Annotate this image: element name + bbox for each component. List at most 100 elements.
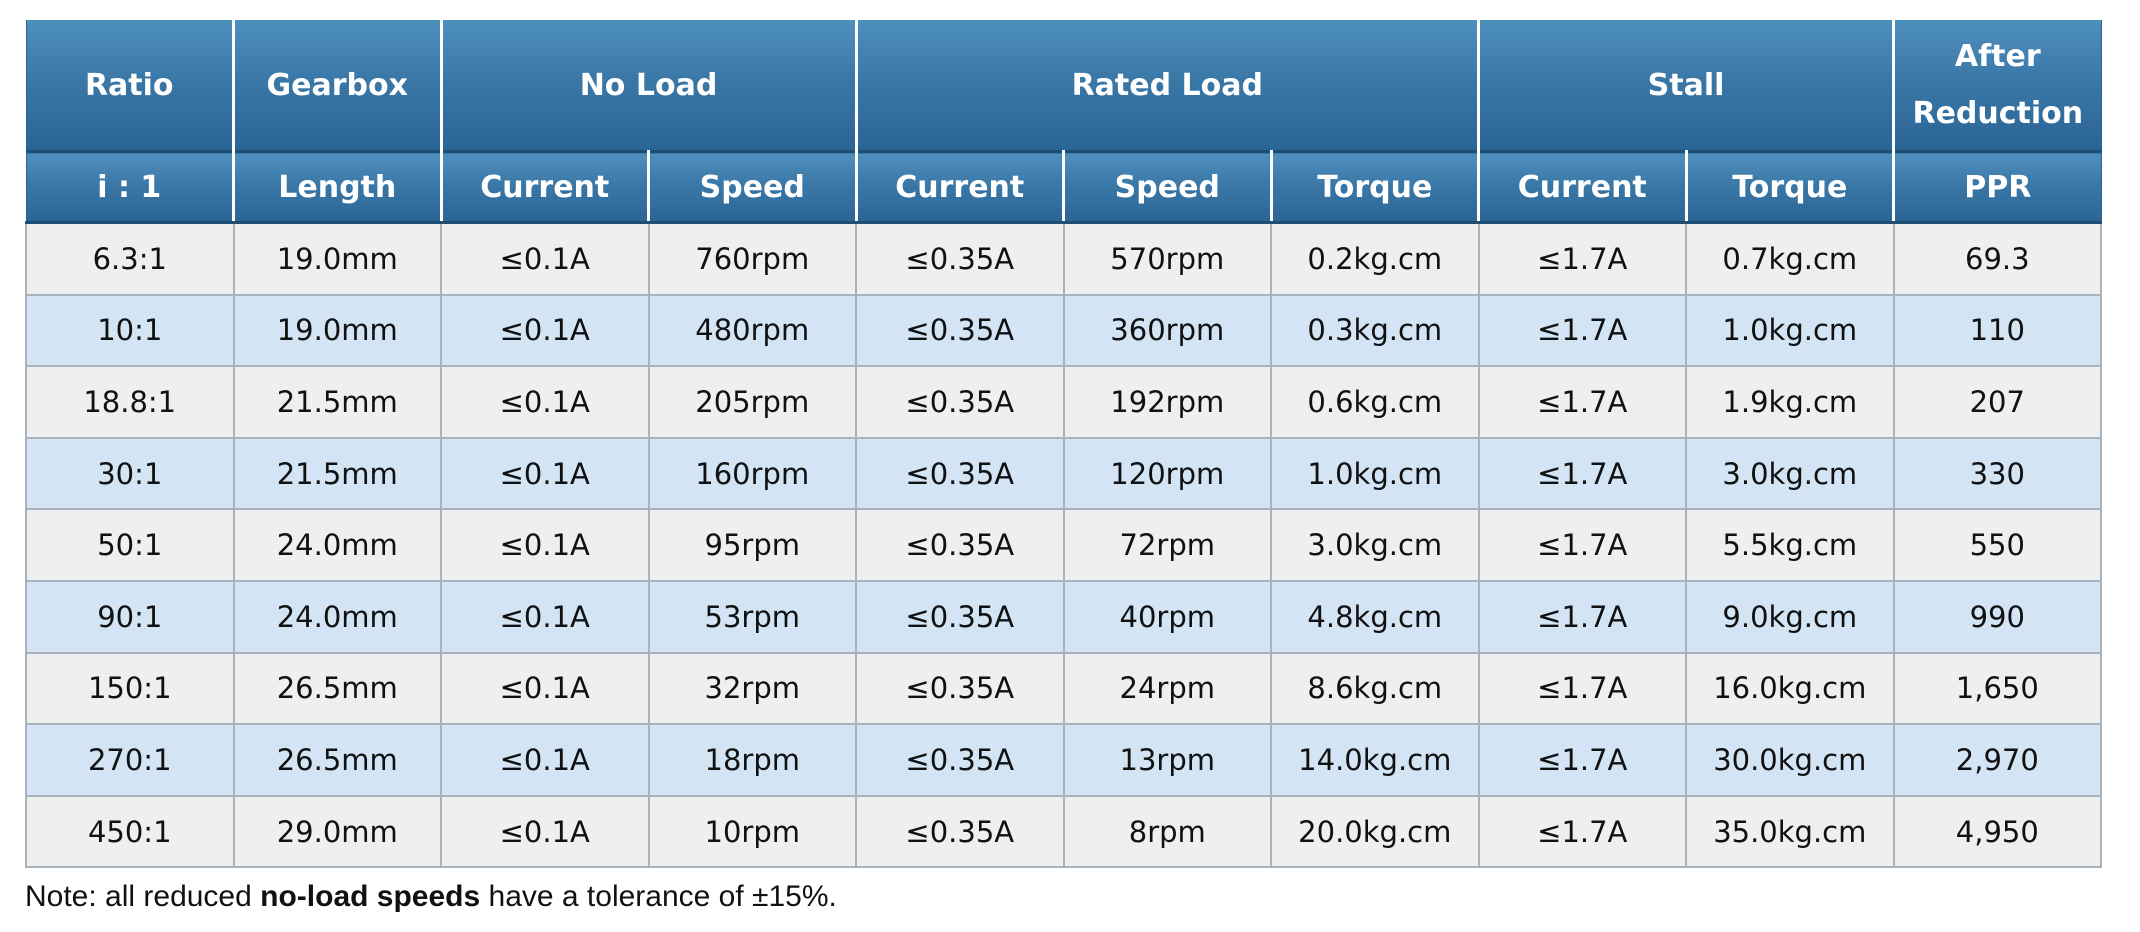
cell-ratio: 150:1 — [25, 651, 235, 726]
cell-ratio: 90:1 — [25, 579, 235, 654]
header-ratio: Ratio — [25, 20, 235, 152]
note-prefix: Note: all reduced — [25, 880, 261, 913]
cell-rated-speed: 13rpm — [1062, 723, 1273, 797]
cell-stall-torque: 0.7kg.cm — [1685, 221, 1895, 296]
cell-no-load-speed: 205rpm — [647, 365, 858, 439]
tolerance-note: Note: all reduced no-load speeds have a … — [25, 880, 837, 914]
cell-stall-current: ≤1.7A — [1477, 221, 1688, 296]
cell-rated-torque: 14.0kg.cm — [1270, 723, 1480, 797]
cell-no-load-current: ≤0.1A — [440, 508, 650, 582]
cell-gearbox-length: 26.5mm — [232, 723, 442, 797]
cell-rated-speed: 8rpm — [1062, 794, 1273, 869]
cell-ppr: 69.3 — [1892, 221, 2103, 296]
cell-rated-current: ≤0.35A — [855, 723, 1065, 797]
table-row: 30:1 21.5mm ≤0.1A 160rpm ≤0.35A 120rpm 1.0kg.c… — [25, 436, 2103, 511]
cell-rated-torque: 1.0kg.cm — [1270, 436, 1480, 511]
cell-rated-speed: 40rpm — [1062, 579, 1273, 654]
cell-no-load-speed: 95rpm — [647, 508, 858, 582]
table-row: 150:1 26.5mm ≤0.1A 32rpm ≤0.35A 24rpm 8.6kg.cm… — [25, 651, 2103, 726]
header-rated-load: Rated Load — [854, 20, 1481, 152]
cell-ppr: 990 — [1892, 579, 2103, 654]
table-body: 6.3:1 19.0mm ≤0.1A 760rpm ≤0.35A 570rpm 0.2kg.… — [25, 221, 2103, 869]
cell-ppr: 4,950 — [1892, 794, 2103, 869]
cell-ratio: 50:1 — [25, 508, 235, 582]
note-suffix: have a tolerance of ±15%. — [480, 880, 837, 913]
cell-ratio: 10:1 — [25, 293, 235, 368]
cell-no-load-speed: 160rpm — [647, 436, 858, 511]
table-row: 50:1 24.0mm ≤0.1A 95rpm ≤0.35A 72rpm 3.0kg.cm ≤… — [25, 508, 2103, 582]
cell-gearbox-length: 19.0mm — [232, 221, 442, 296]
cell-rated-current: ≤0.35A — [855, 579, 1065, 654]
cell-rated-speed: 192rpm — [1062, 365, 1273, 439]
subheader-rated-speed: Speed — [1062, 150, 1273, 224]
cell-ratio: 270:1 — [25, 723, 235, 797]
cell-stall-current: ≤1.7A — [1477, 436, 1688, 511]
motor-spec-table: Ratio Gearbox No Load Rated Load Stall A… — [25, 20, 2103, 869]
cell-gearbox-length: 19.0mm — [232, 293, 442, 368]
cell-ratio: 18.8:1 — [25, 365, 235, 439]
motor-spec-table-container: Ratio Gearbox No Load Rated Load Stall A… — [25, 20, 2103, 869]
subheader-ppr: PPR — [1892, 150, 2102, 224]
cell-ppr: 207 — [1892, 365, 2103, 439]
cell-rated-speed: 570rpm — [1062, 221, 1273, 296]
cell-rated-torque: 0.3kg.cm — [1270, 293, 1480, 368]
table-row: 90:1 24.0mm ≤0.1A 53rpm ≤0.35A 40rpm 4.8kg.cm ≤… — [25, 579, 2103, 654]
subheader-rated-torque: Torque — [1269, 150, 1481, 224]
cell-stall-current: ≤1.7A — [1477, 651, 1688, 726]
header-group-row: Ratio Gearbox No Load Rated Load Stall A… — [25, 20, 2102, 152]
cell-no-load-speed: 32rpm — [647, 651, 858, 726]
cell-no-load-current: ≤0.1A — [440, 436, 650, 511]
cell-gearbox-length: 29.0mm — [232, 794, 442, 869]
cell-stall-torque: 5.5kg.cm — [1685, 508, 1895, 582]
table-row: 18.8:1 21.5mm ≤0.1A 205rpm ≤0.35A 192rpm 0.6kg… — [25, 365, 2103, 439]
subheader-stall-torque: Torque — [1684, 150, 1896, 224]
cell-no-load-current: ≤0.1A — [440, 293, 650, 368]
cell-rated-current: ≤0.35A — [855, 293, 1065, 368]
cell-no-load-speed: 480rpm — [647, 293, 858, 368]
cell-rated-torque: 8.6kg.cm — [1270, 651, 1480, 726]
cell-gearbox-length: 21.5mm — [232, 365, 442, 439]
header-stall: Stall — [1477, 20, 1896, 152]
cell-gearbox-length: 24.0mm — [232, 579, 442, 654]
cell-rated-torque: 20.0kg.cm — [1270, 794, 1480, 869]
subheader-stall-current: Current — [1477, 150, 1688, 224]
cell-rated-current: ≤0.35A — [855, 794, 1065, 869]
subheader-gearbox-length: Length — [232, 150, 443, 224]
cell-rated-current: ≤0.35A — [855, 365, 1065, 439]
cell-rated-torque: 3.0kg.cm — [1270, 508, 1480, 582]
cell-stall-torque: 30.0kg.cm — [1685, 723, 1895, 797]
cell-no-load-speed: 10rpm — [647, 794, 858, 869]
table-row: 270:1 26.5mm ≤0.1A 18rpm ≤0.35A 13rpm 14.0kg.c… — [25, 723, 2103, 797]
cell-rated-current: ≤0.35A — [855, 508, 1065, 582]
header-no-load: No Load — [439, 20, 858, 152]
cell-stall-current: ≤1.7A — [1477, 508, 1688, 582]
header-after-reduction: After Reduction — [1892, 20, 2102, 152]
subheader-no-load-speed: Speed — [647, 150, 858, 224]
cell-gearbox-length: 21.5mm — [232, 436, 442, 511]
cell-stall-torque: 35.0kg.cm — [1685, 794, 1895, 869]
cell-no-load-current: ≤0.1A — [440, 221, 650, 296]
cell-stall-torque: 9.0kg.cm — [1685, 579, 1895, 654]
cell-ppr: 550 — [1892, 508, 2103, 582]
table-row: 6.3:1 19.0mm ≤0.1A 760rpm ≤0.35A 570rpm 0.2kg.… — [25, 221, 2103, 296]
table-header: Ratio Gearbox No Load Rated Load Stall A… — [25, 20, 2102, 224]
cell-rated-speed: 120rpm — [1062, 436, 1273, 511]
cell-rated-current: ≤0.35A — [855, 651, 1065, 726]
cell-no-load-current: ≤0.1A — [440, 579, 650, 654]
cell-no-load-speed: 760rpm — [647, 221, 858, 296]
cell-rated-torque: 0.6kg.cm — [1270, 365, 1480, 439]
cell-stall-current: ≤1.7A — [1477, 723, 1688, 797]
note-bold-text: no-load speeds — [260, 880, 481, 913]
cell-rated-current: ≤0.35A — [855, 436, 1065, 511]
cell-no-load-current: ≤0.1A — [440, 723, 650, 797]
cell-ratio: 6.3:1 — [25, 221, 235, 296]
cell-rated-torque: 0.2kg.cm — [1270, 221, 1480, 296]
cell-no-load-current: ≤0.1A — [440, 651, 650, 726]
subheader-no-load-current: Current — [439, 150, 650, 224]
cell-stall-torque: 16.0kg.cm — [1685, 651, 1895, 726]
cell-stall-torque: 1.9kg.cm — [1685, 365, 1895, 439]
cell-ppr: 1,650 — [1892, 651, 2103, 726]
cell-ratio: 450:1 — [25, 794, 235, 869]
cell-stall-torque: 1.0kg.cm — [1685, 293, 1895, 368]
cell-ratio: 30:1 — [25, 436, 235, 511]
